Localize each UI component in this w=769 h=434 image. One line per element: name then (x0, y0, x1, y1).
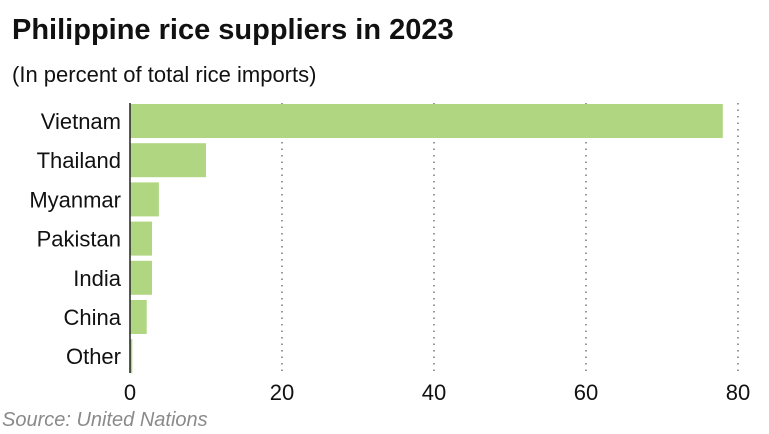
category-label-china: China (64, 305, 122, 330)
category-label-india: India (73, 266, 121, 291)
tick-labels: 0 20 40 60 80 (124, 380, 750, 405)
bars (130, 104, 723, 374)
bar-myanmar (130, 182, 159, 217)
bar-other (130, 339, 133, 374)
chart-title: Philippine rice suppliers in 2023 (12, 14, 454, 46)
x-tick-label-0: 0 (124, 380, 136, 405)
category-label-myanmar: Myanmar (29, 187, 121, 212)
x-tick-label-20: 20 (270, 380, 294, 405)
x-tick-label-40: 40 (422, 380, 446, 405)
bar-china (130, 300, 147, 334)
bar-thailand (130, 143, 206, 178)
category-label-pakistan: Pakistan (37, 227, 121, 252)
category-label-vietnam: Vietnam (41, 109, 121, 134)
category-label-other: Other (66, 344, 121, 369)
category-labels: Vietnam Thailand Myanmar Pakistan India China… (29, 109, 121, 369)
bar-india (130, 260, 153, 295)
source-note: Source: United Nations (2, 409, 208, 431)
bar-vietnam (130, 104, 723, 138)
category-label-thailand: Thailand (37, 148, 121, 173)
bar-pakistan (130, 221, 153, 256)
chart-subtitle: (In percent of total rice imports) (12, 62, 317, 87)
grid-lines (281, 103, 739, 373)
x-tick-label-60: 60 (574, 380, 598, 405)
x-tick-label-80: 80 (726, 380, 750, 405)
